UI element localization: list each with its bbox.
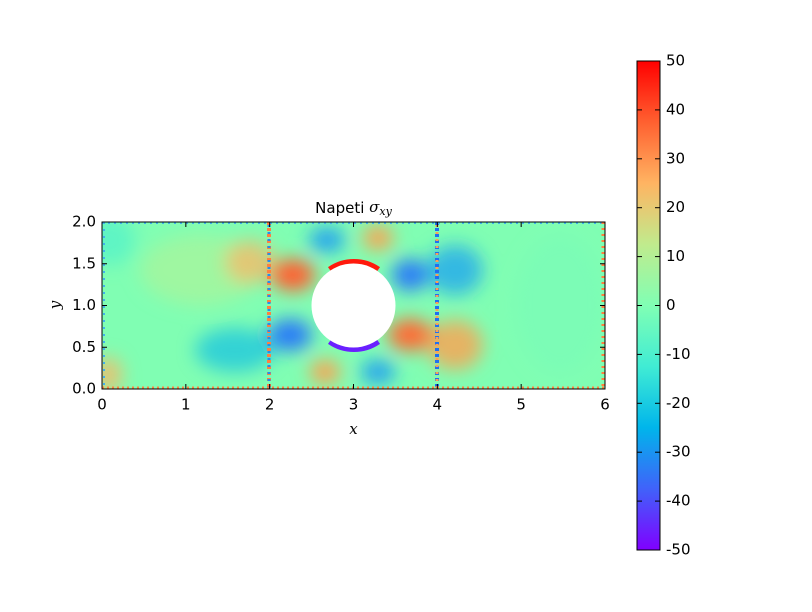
y-tick-label: 0.0 xyxy=(72,380,96,398)
x-tick-label: 6 xyxy=(600,396,610,414)
x-tick-label: 5 xyxy=(516,396,526,414)
y-tick-label: 2.0 xyxy=(72,213,96,231)
x-tick-label: 1 xyxy=(181,396,191,414)
y-axis-label: y xyxy=(46,300,64,310)
x-tick-label: 3 xyxy=(349,396,359,414)
stress-field xyxy=(102,222,605,389)
chart-title: Napeti σxy xyxy=(315,198,392,218)
colorbar-tick-label: -30 xyxy=(666,443,691,461)
x-tick-label: 4 xyxy=(433,396,443,414)
x-tick-label: 0 xyxy=(97,396,107,414)
colorbar-tick-label: 30 xyxy=(666,149,685,167)
colorbar-tick-label: 20 xyxy=(666,198,685,216)
y-tick-label: 0.5 xyxy=(72,338,96,356)
y-tick-label: 1.0 xyxy=(72,296,96,314)
colorbar-tick-label: 50 xyxy=(666,52,685,70)
colorbar-tick-label: -40 xyxy=(666,492,691,510)
x-axis-label: x xyxy=(349,420,358,438)
colorbar-tick-label: 0 xyxy=(666,296,676,314)
colorbar-tick-label: -50 xyxy=(666,541,691,559)
y-tick-label: 1.5 xyxy=(72,254,96,272)
colorbar-tick-label: -10 xyxy=(666,345,691,363)
colorbar-tick-label: -20 xyxy=(666,394,691,412)
x-tick-label: 2 xyxy=(265,396,275,414)
colorbar-tick-label: 40 xyxy=(666,100,685,118)
colorbar-tick-label: 10 xyxy=(666,247,685,265)
